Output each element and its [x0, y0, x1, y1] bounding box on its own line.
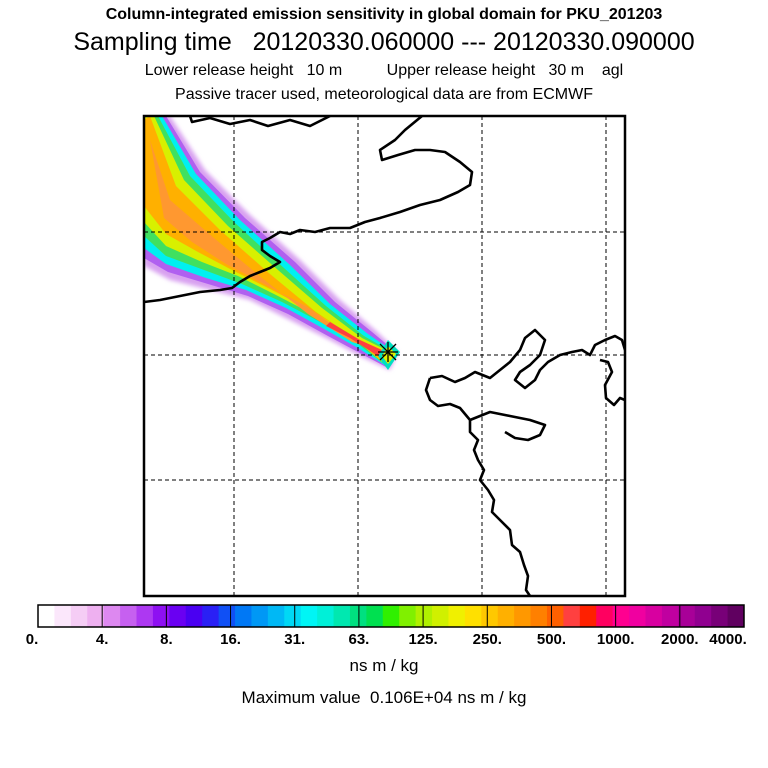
colorbar-cell — [399, 605, 417, 627]
colorbar-cell — [678, 605, 696, 627]
colorbar-cell — [136, 605, 154, 627]
max-value: Maximum value 0.106E+04 ns m / kg — [241, 688, 527, 707]
colorbar-cell — [218, 605, 236, 627]
colorbar-cell — [727, 605, 745, 627]
map-title: Column-integrated emission sensitivity i… — [105, 6, 663, 23]
colorbar-cell — [481, 605, 499, 627]
colorbar-unit: ns m / kg — [349, 656, 419, 675]
colorbar-cell — [546, 605, 564, 627]
colorbar — [37, 604, 745, 628]
emission-plume — [144, 116, 400, 370]
colorbar-cell — [629, 605, 646, 627]
colorbar-tick-label: 0. — [25, 631, 39, 648]
colorbar-cell — [579, 605, 597, 627]
colorbar-tick-label: 2000. — [661, 631, 699, 648]
colorbar-cell — [448, 605, 466, 627]
colorbar-tick-label: 250. — [472, 631, 502, 648]
colorbar-tick-label: 63. — [348, 631, 370, 648]
colorbar-tick-label: 16. — [220, 631, 241, 648]
coastlines — [144, 116, 625, 596]
colorbar-cell — [300, 605, 318, 627]
release-heights: Lower release height 10 m Upper release … — [144, 62, 624, 79]
colorbar-cell — [382, 605, 400, 627]
colorbar-cell — [317, 605, 335, 627]
colorbar-tick-label: 1000. — [596, 631, 635, 648]
colorbar-cell — [202, 605, 220, 627]
colorbar-cell — [661, 605, 679, 627]
colorbar-cell — [185, 605, 203, 627]
colorbar-cell — [120, 605, 138, 627]
colorbar-cell — [38, 605, 55, 627]
colorbar-cell — [267, 605, 285, 627]
colorbar-cell — [612, 605, 630, 627]
colorbar-cell — [711, 605, 729, 627]
colorbar-tick-label: 500. — [536, 631, 567, 648]
colorbar-cell — [497, 605, 515, 627]
colorbar-cell — [415, 605, 433, 627]
colorbar-cell — [103, 605, 121, 627]
colorbar-cell — [432, 605, 449, 627]
colorbar-cell — [169, 605, 187, 627]
colorbar-tick-label: 4000. — [709, 631, 747, 648]
colorbar-cell — [152, 605, 170, 627]
colorbar-cell — [366, 605, 384, 627]
colorbar-cell — [251, 605, 269, 627]
colorbar-cell — [694, 605, 712, 627]
colorbar-cell — [284, 605, 302, 627]
colorbar-cell — [464, 605, 482, 627]
sampling-time: Sampling time 20120330.060000 --- 201203… — [73, 28, 695, 56]
colorbar-cell — [645, 605, 663, 627]
map-grid — [144, 116, 625, 596]
release-marker-icon — [378, 342, 398, 362]
colorbar-cell — [87, 605, 105, 627]
tracer-info: Passive tracer used, meteorological data… — [175, 86, 593, 103]
colorbar-cell — [596, 605, 614, 627]
colorbar-cell — [70, 605, 88, 627]
colorbar-tick-label: 125. — [408, 631, 438, 648]
colorbar-cell — [235, 605, 252, 627]
colorbar-tick-label: 8. — [160, 631, 173, 648]
colorbar-cell — [333, 605, 351, 627]
colorbar-tick-label: 4. — [95, 631, 109, 648]
colorbar-cell — [54, 605, 72, 627]
colorbar-cell — [530, 605, 548, 627]
colorbar-tick-label: 31. — [284, 631, 306, 648]
map-frame — [142, 114, 627, 598]
colorbar-cell — [563, 605, 581, 627]
colorbar-cell — [514, 605, 532, 627]
